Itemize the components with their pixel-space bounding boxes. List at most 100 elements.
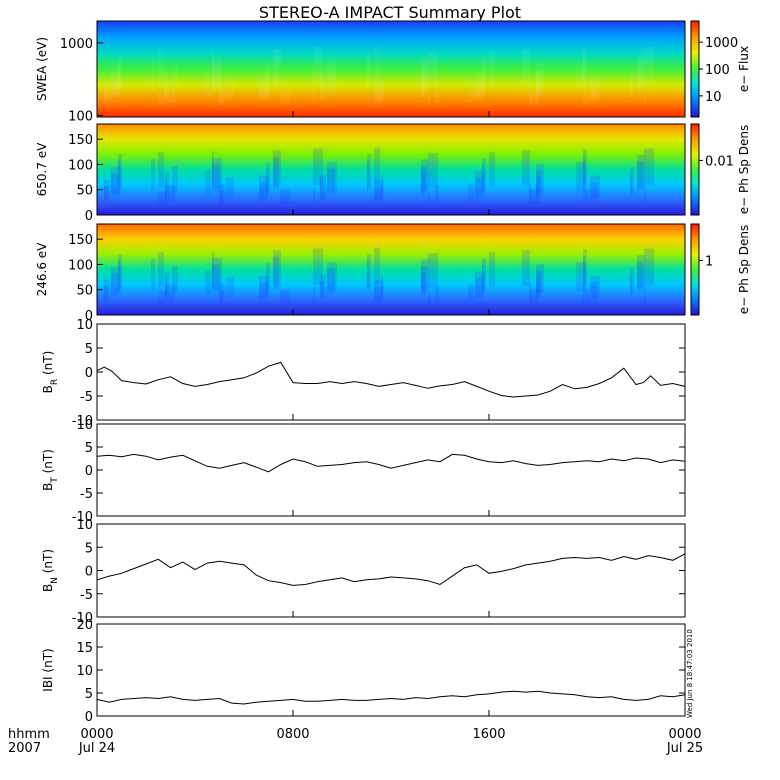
spectrogram-streak [273,256,279,289]
spectrogram-streak [104,279,110,300]
spectrogram-streak [111,266,121,294]
spectrogram-streak [273,250,281,286]
spectrogram-streak [313,148,323,186]
spectrogram-streak [522,150,530,186]
spectrogram-streak [219,91,223,106]
spectrogram-streak [489,252,495,287]
spectrogram-streak [266,62,270,93]
spectrogram-streak [536,276,540,298]
spectrogram-streak [266,269,268,295]
y-tick-label: 150 [68,133,93,148]
panel-frame-6 [96,523,686,618]
y-tick-label: -5 [80,487,93,502]
spectrogram-streak [374,180,384,200]
spectrogram-streak [158,152,164,187]
colorbar-tick-label: 1000 [705,36,738,51]
spectrogram-streak [435,185,439,202]
spectrogram-streak [482,158,486,190]
spectrogram-streak [482,164,484,193]
corner-label-hhmm: hhmm [8,727,50,742]
spectrogram-streak [428,253,438,288]
y-tick-label: 10 [76,664,93,679]
panel-frame-2 [96,123,686,216]
spectrogram-streak [320,174,326,197]
spectrogram-streak [212,56,222,90]
y-tick-label: -10 [72,414,93,429]
spectrogram-streak [435,285,439,302]
spectrogram-streak [374,186,382,203]
panel-frame-3 [96,223,686,316]
spectrogram-streak [590,82,598,102]
spectrogram-streak [273,156,279,189]
spectrogram-streak [219,184,225,202]
spectrogram-streak [158,92,166,106]
spectrogram-streak [367,52,371,89]
spectrogram-streak [118,59,120,92]
spectrogram-streak [151,158,155,190]
spectrogram-streak [421,71,425,97]
spectrogram-streak [590,182,598,201]
spectrogram-streak [536,264,544,293]
spectrogram-streak [212,151,214,187]
spectrogram-streak [165,184,175,202]
spectrogram-streak [468,184,474,202]
spectrogram-streak [118,154,122,188]
spectrogram-streak [468,84,474,103]
corner-label-year: 2007 [8,741,41,756]
series-line-4 [96,690,686,705]
spectrogram-streak [313,287,315,303]
colorbar-3 [690,223,700,316]
spectrogram-streak [590,282,598,301]
spectrogram-streak [205,170,211,195]
x-tick-label: 0800 [276,727,309,742]
timestamp-stamp: Wed Jun 8 18:47:03 2010 [686,629,694,718]
spectrogram-streak [475,271,485,296]
y-tick-label: 5 [85,342,93,357]
y-tick-label: 5 [85,687,93,702]
y-tick-label: 100 [68,158,93,173]
spectrogram-streak [475,277,483,299]
spectrogram-streak [536,164,544,193]
spectrogram-streak [421,159,429,191]
spectrogram-streak [104,179,110,200]
spectrogram-streak [158,191,166,205]
panel-frame-1 [96,20,686,118]
spectrogram-streak [630,274,632,297]
spectrogram-streak [583,89,589,105]
spectrogram-streak [583,288,589,304]
x-tick-label: 1600 [472,727,505,742]
spectrogram-streak [273,55,279,90]
spectrogram-streak [590,175,600,198]
y-axis-label-2: BT (nT) [41,449,60,491]
spectrogram-streak [637,154,645,188]
spectrogram-streak [172,165,178,193]
spectrogram-streak [367,260,369,291]
spectrogram-streak [421,272,425,296]
spectrogram-streak [165,284,175,302]
spectrogram-streak [205,270,211,295]
x-tick-label: 0000 [668,727,701,742]
spectrogram-streak [644,148,654,186]
colorbar-2 [690,123,700,216]
colorbar-label-2: e− Ph Sp Dens [737,125,751,214]
spectrogram-streak [313,187,315,203]
spectrogram-streak [374,286,382,303]
spectrogram-streak [367,160,369,191]
spectrogram-streak [489,50,495,88]
spectrogram-streak [536,63,544,93]
spectrogram-streak [421,58,429,91]
y-tick-label: 50 [76,184,93,199]
spectrogram-streak [583,255,585,289]
spectrogram-streak [118,52,122,89]
spectrogram-streak [259,82,267,102]
spectrogram-streak [583,188,589,204]
colorbar-tick-label: 100 [705,63,730,78]
y-axis-label-3: BN (nT) [41,549,60,592]
y-axis-label-4: IBI (nT) [41,648,55,691]
spectrogram-streak [630,267,634,294]
spectrogram-streak [212,257,222,290]
spectrogram-streak [482,64,484,94]
spectrogram-streak [320,274,326,297]
spectrogram-streak [421,172,425,196]
